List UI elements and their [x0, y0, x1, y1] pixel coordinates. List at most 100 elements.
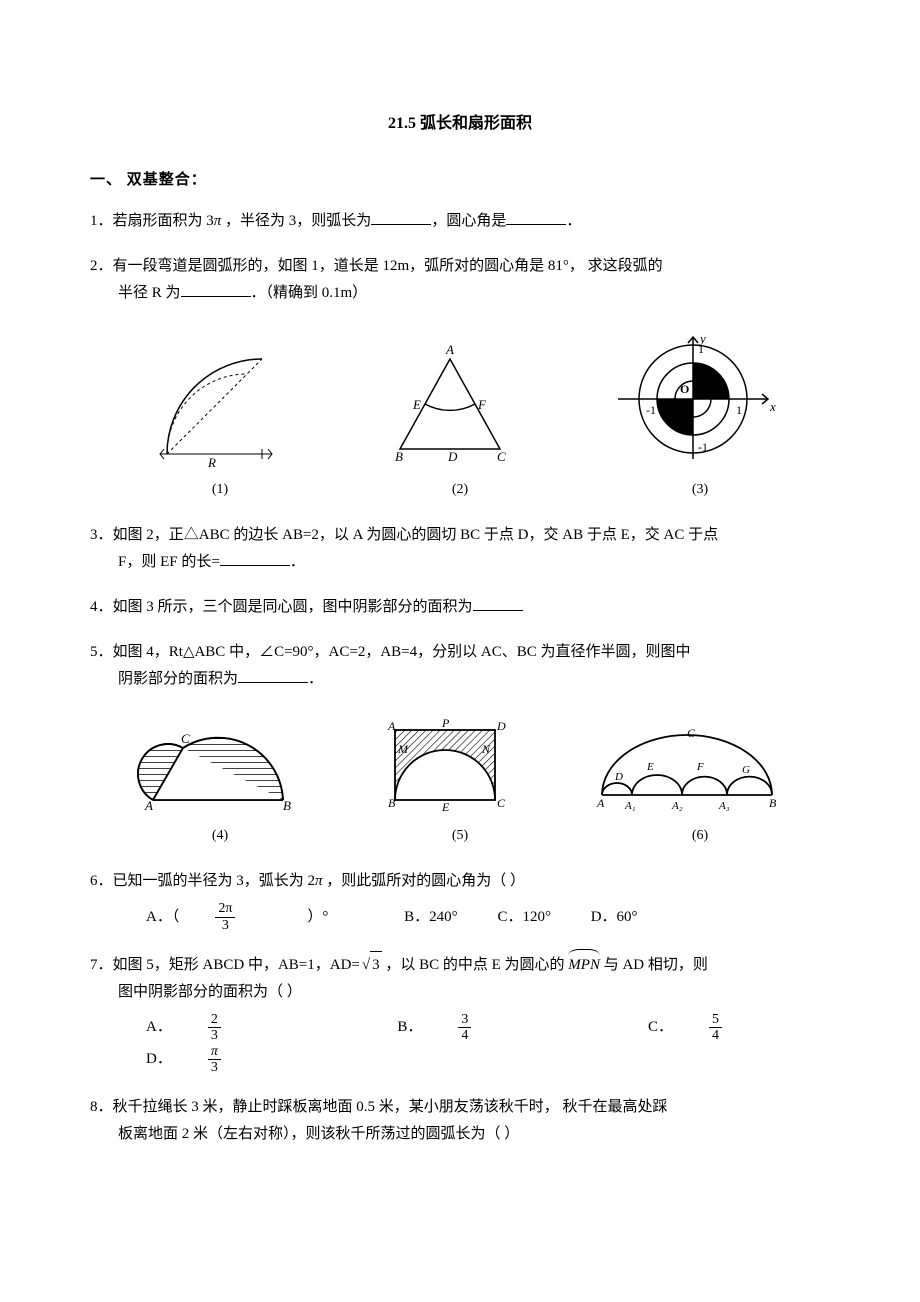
svg-text:A₃: A₃ [718, 800, 730, 812]
fig-label-6: (6) [692, 823, 708, 848]
svg-text:G: G [742, 764, 750, 776]
svg-text:A: A [387, 719, 396, 733]
fig-label-1: (1) [212, 477, 228, 502]
svg-text:D: D [496, 719, 506, 733]
figure-labels-1: (1) (2) (3) [90, 477, 830, 502]
svg-text:C: C [497, 796, 506, 810]
svg-text:N: N [481, 742, 491, 756]
q5-t1: 如图 4，Rt△ABC 中，∠C=90°，AC=2，AB=4，分别以 AC、BC… [113, 644, 691, 660]
svg-text:F: F [696, 761, 704, 773]
svg-text:-1: -1 [646, 403, 656, 417]
figure-3: -1 1 1 -1 O x y [608, 329, 778, 469]
svg-text:D: D [614, 771, 623, 783]
svg-text:y: y [698, 331, 706, 346]
q3-num: 3． [90, 527, 113, 543]
q4-num: 4． [90, 599, 113, 615]
svg-text:M: M [397, 742, 409, 756]
svg-text:A₂: A₂ [671, 800, 683, 812]
q6-num: 6． [90, 873, 113, 889]
question-5: 5．如图 4，Rt△ABC 中，∠C=90°，AC=2，AB=4，分别以 AC、… [90, 639, 830, 693]
question-1: 1．若扇形面积为 3π ，半径为 3，则弧长为，圆心角是． [90, 208, 830, 235]
q4-t1: 如图 3 所示，三个圆是同心圆，图中阴影部分的面积为 [113, 599, 473, 615]
option-a: A．23 [146, 1012, 293, 1044]
svg-text:C: C [181, 731, 190, 746]
blank [506, 209, 566, 225]
svg-text:A: A [596, 796, 605, 810]
option-c: C．120° [497, 904, 551, 931]
q7-t4: 图中阴影部分的面积为（ ） [90, 979, 830, 1006]
svg-text:E: E [646, 761, 654, 773]
q1-t4: ． [566, 213, 581, 229]
svg-text:B: B [395, 449, 403, 464]
page-title: 21.5 弧长和扇形面积 [90, 110, 830, 139]
option-c: C．54 [648, 1012, 794, 1044]
blank [473, 595, 523, 611]
svg-text:A: A [445, 342, 454, 357]
q6-t2: ，则此弧所对的圆心角为（ ） [323, 873, 526, 889]
q3-t1: 如图 2，正△ABC 的边长 AB=2，以 A 为圆心的圆切 BC 于点 D，交… [113, 527, 719, 543]
option-d: D．π3 [146, 1044, 293, 1076]
q7-t1: 如图 5，矩形 ABCD 中，AB=1，AD= [113, 957, 360, 973]
svg-text:F: F [477, 397, 487, 412]
svg-text:E: E [441, 800, 450, 814]
svg-text:E: E [412, 397, 421, 412]
q1-t3: ，圆心角是 [431, 213, 506, 229]
q2-t2: 半径 R 为 [118, 285, 181, 301]
arc-over: MPN [568, 952, 600, 979]
q6-options: A．（2π3）° B．240° C．120° D．60° [90, 901, 830, 933]
q7-options: A．23 B．34 C．54 D．π3 [90, 1012, 830, 1076]
svg-text:O: O [680, 382, 689, 396]
svg-text:B: B [388, 796, 396, 810]
fig-label-3: (3) [692, 477, 708, 502]
question-7: 7．如图 5，矩形 ABCD 中，AB=1，AD=3 ，以 BC 的中点 E 为… [90, 951, 830, 1076]
svg-text:D: D [447, 449, 458, 464]
question-2: 2．有一段弯道是圆弧形的，如图 1，道长是 12m，弧所对的圆心角是 81°， … [90, 253, 830, 307]
figure-labels-2: (4) (5) (6) [90, 823, 830, 848]
svg-text:C: C [687, 726, 696, 740]
q8-t2: 板离地面 2 米（左右对称），则该秋千所荡过的圆弧长为（ ） [90, 1121, 830, 1148]
figure-1: R [142, 339, 292, 469]
option-a: A．（2π3）° [146, 901, 364, 933]
svg-text:1: 1 [736, 403, 742, 417]
question-6: 6．已知一弧的半径为 3，弧长为 2π ，则此弧所对的圆心角为（ ） A．（2π… [90, 868, 830, 933]
q1-t2: ，半径为 3，则弧长为 [221, 213, 371, 229]
svg-text:-1: -1 [698, 440, 708, 454]
pi-symbol: π [315, 873, 323, 889]
svg-text:A₁: A₁ [624, 800, 636, 812]
figure-2: A B C D E F [375, 339, 525, 469]
blank [220, 550, 290, 566]
q3-t2: F，则 EF 的长= [118, 554, 220, 570]
question-4: 4．如图 3 所示，三个圆是同心圆，图中阴影部分的面积为 [90, 594, 830, 621]
fig-label-5: (5) [452, 823, 468, 848]
fig-label-4: (4) [212, 823, 228, 848]
svg-text:C: C [497, 449, 506, 464]
q2-t3: ．（精确到 0.1m） [251, 285, 368, 301]
figure-5: A D B C E P M N [370, 715, 520, 815]
label-R: R [207, 455, 216, 469]
svg-text:A: A [144, 798, 153, 813]
sqrt-icon: 3 [360, 951, 382, 979]
fig-label-2: (2) [452, 477, 468, 502]
option-b: B．240° [404, 904, 458, 931]
svg-text:x: x [769, 399, 776, 414]
q2-t1: 有一段弯道是圆弧形的，如图 1，道长是 12m，弧所对的圆心角是 81°， 求这… [113, 258, 663, 274]
q2-num: 2． [90, 258, 113, 274]
blank [238, 667, 308, 683]
svg-text:B: B [283, 798, 291, 813]
figure-row-1: R A B C D E F [90, 329, 830, 469]
q7-num: 7． [90, 957, 113, 973]
q5-t3: ． [308, 671, 323, 687]
option-d: D．60° [591, 904, 638, 931]
section-heading: 一、 双基整合： [90, 167, 830, 194]
q1-num: 1． [90, 213, 113, 229]
q3-t3: ． [290, 554, 305, 570]
q5-t2: 阴影部分的面积为 [118, 671, 238, 687]
q8-num: 8． [90, 1099, 113, 1115]
q6-t1: 已知一弧的半径为 3，弧长为 2 [113, 873, 316, 889]
figure-6: A B C D E F G A₁ A₂ A₃ [587, 715, 787, 815]
q1-t1: 若扇形面积为 3 [113, 213, 214, 229]
q7-t2: ，以 BC 的中点 E 为圆心的 [382, 957, 569, 973]
figure-4: A B C [133, 715, 303, 815]
svg-text:P: P [441, 716, 450, 730]
option-b: B．34 [397, 1012, 543, 1044]
